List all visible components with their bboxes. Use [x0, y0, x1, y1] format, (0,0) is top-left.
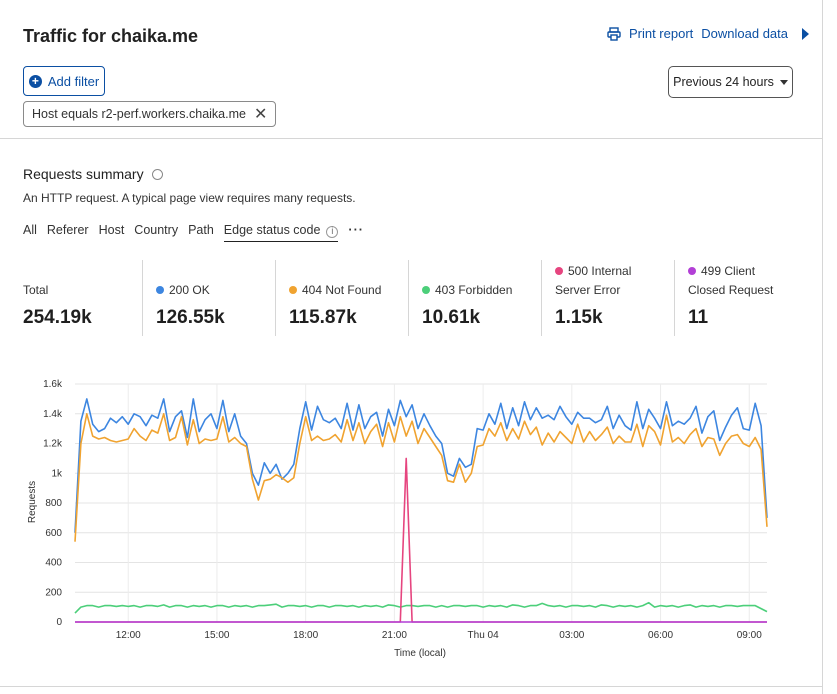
x-tick-label: 09:00 [737, 630, 762, 641]
stat-200-ok[interactable]: 200 OK 126.55k [156, 262, 266, 336]
stat-value: 11 [688, 307, 709, 328]
stat-label: 499 Client Closed Request [688, 262, 773, 300]
stat-label: 200 OK [169, 283, 210, 297]
x-tick-label: 06:00 [648, 630, 673, 641]
stat-label: 500 Internal Server Error [555, 262, 632, 300]
stat-label-line: Server Error [555, 283, 621, 297]
page-title: Traffic for chaika.me [23, 26, 199, 46]
stat-label-row: 200 OK [156, 281, 266, 300]
plus-icon: + [28, 74, 42, 88]
chart-series [74, 398, 768, 623]
y-axis-label: Requests [27, 481, 38, 523]
stat-value: 10.61k [422, 307, 481, 328]
stat-label-line: Closed Request [688, 283, 774, 297]
series-line-500-internal-server-error[interactable] [75, 457, 767, 623]
clock-icon[interactable] [151, 168, 163, 180]
y-tick-label: 800 [45, 498, 62, 509]
stat-label-row: 500 Internal Server Error [555, 262, 665, 300]
stat-label-row: 404 Not Found [289, 281, 399, 300]
series-line-200-ok[interactable] [74, 398, 768, 533]
print-report-link[interactable]: Print report [628, 26, 694, 41]
stat-value: 254.19k [23, 307, 92, 328]
stat-divider [674, 260, 675, 336]
y-tick-label: 1.4k [43, 409, 63, 420]
x-tick-label: 12:00 [116, 630, 141, 641]
stat-value: 126.55k [156, 307, 225, 328]
add-filter-button[interactable]: + Add filter [23, 66, 105, 96]
tab-edge-status-code-label: Edge status code [223, 223, 321, 237]
section-description: An HTTP request. A typical page view req… [23, 191, 356, 205]
series-line-403-forbidden[interactable] [74, 601, 768, 614]
y-tick-label: 1.2k [43, 439, 63, 450]
stat-label-line: 499 Client [701, 264, 756, 278]
stat-value: 115.87k [289, 307, 357, 328]
tab-bar: All Referer Host Country Path Edge statu… [23, 223, 364, 242]
stat-403-forbidden[interactable]: 403 Forbidden 10.61k [422, 262, 532, 336]
filter-chip[interactable]: Host equals r2-perf.workers.chaika.me ✕ [23, 101, 277, 127]
stat-divider [541, 260, 542, 336]
status-dot-icon [289, 286, 297, 294]
x-tick-label: Thu 04 [468, 630, 500, 641]
y-tick-label: 1k [51, 468, 63, 479]
close-icon[interactable]: ✕ [253, 106, 268, 123]
chevron-down-icon [779, 79, 788, 85]
stat-404-not-found[interactable]: 404 Not Found 115.87k [289, 262, 399, 336]
panel-border [822, 0, 823, 694]
section-title-text: Requests summary [23, 166, 144, 182]
y-tick-label: 600 [45, 528, 62, 539]
y-tick-label: 400 [45, 558, 62, 569]
more-options-icon[interactable]: ··· [348, 223, 364, 237]
top-actions: Print report Download data [607, 26, 809, 41]
x-tick-label: 21:00 [382, 630, 407, 641]
tab-edge-status-code[interactable]: Edge status code i [223, 223, 339, 242]
status-dot-icon [555, 267, 563, 275]
info-icon[interactable]: i [326, 225, 339, 238]
filter-chip-label: Host equals r2-perf.workers.chaika.me [32, 107, 246, 121]
stat-total: Total 254.19k [23, 262, 133, 336]
stat-label-row: 403 Forbidden [422, 281, 532, 300]
stat-divider [275, 260, 276, 336]
stat-499-client-closed-request[interactable]: 499 Client Closed Request 11 [688, 262, 808, 336]
tab-referer[interactable]: Referer [46, 223, 89, 237]
x-tick-label: 03:00 [559, 630, 584, 641]
status-dot-icon [422, 286, 430, 294]
y-axis-ticks: 0 200 400 600 800 1k 1.2k 1.4k 1.6k [43, 379, 63, 628]
status-dot-icon [688, 267, 696, 275]
stat-label: 403 Forbidden [435, 283, 513, 297]
x-tick-label: 15:00 [204, 630, 229, 641]
y-tick-label: 1.6k [43, 379, 63, 390]
time-range-label: Previous 24 hours [673, 75, 774, 89]
time-range-select[interactable]: Previous 24 hours [668, 66, 793, 98]
y-tick-label: 0 [56, 617, 62, 628]
y-tick-label: 200 [45, 587, 62, 598]
download-data-link[interactable]: Download data [701, 26, 788, 41]
stat-value: 1.15k [555, 307, 603, 328]
stat-label: 404 Not Found [302, 283, 382, 297]
chart-grid [75, 383, 767, 623]
stat-label-row: 499 Client Closed Request [688, 262, 808, 300]
tab-all[interactable]: All [23, 223, 37, 237]
stat-divider [142, 260, 143, 336]
tab-country[interactable]: Country [134, 223, 179, 237]
stat-divider [408, 260, 409, 336]
stat-500-internal-server-error[interactable]: 500 Internal Server Error 1.15k [555, 262, 665, 336]
tab-path[interactable]: Path [188, 223, 214, 237]
stat-label-line: 500 Internal [568, 264, 632, 278]
divider [0, 686, 822, 687]
x-tick-label: 18:00 [293, 630, 318, 641]
series-line-404-not-found[interactable] [74, 412, 768, 542]
add-filter-label: Add filter [47, 73, 100, 89]
printer-icon[interactable] [607, 26, 621, 41]
section-title: Requests summary [23, 166, 163, 182]
tab-host[interactable]: Host [98, 223, 125, 237]
x-axis-ticks: 12:00 15:00 18:00 21:00 Thu 04 03:00 06:00 09:0… [116, 630, 762, 641]
status-dot-icon [156, 286, 164, 294]
x-axis-label: Time (local) [394, 648, 446, 659]
play-arrow-icon[interactable] [802, 27, 809, 40]
requests-chart[interactable]: 0 200 400 600 800 1k 1.2k 1.4k 1.6k 12:00 15:00 18… [0, 370, 822, 690]
stat-label: Total [23, 283, 49, 297]
divider [0, 138, 822, 139]
